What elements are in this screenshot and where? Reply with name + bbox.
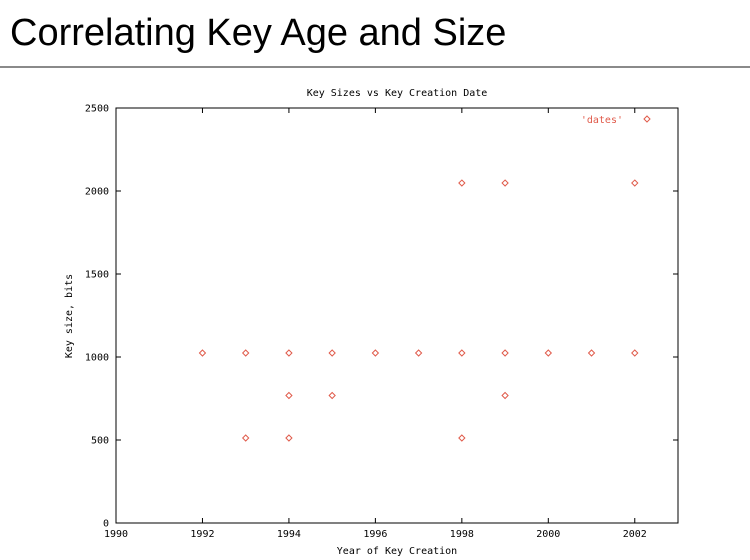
data-point xyxy=(544,349,553,357)
x-tick-label: 1990 xyxy=(104,529,128,540)
slide-title: Correlating Key Age and Size xyxy=(10,12,507,54)
data-point xyxy=(501,179,509,187)
x-axis-label: Year of Key Creation xyxy=(337,546,457,557)
data-point xyxy=(241,434,250,442)
y-tick-label: 500 xyxy=(91,436,109,447)
data-point xyxy=(285,391,293,400)
x-tick-label: 1996 xyxy=(363,529,387,540)
x-tick-label: 1992 xyxy=(190,529,214,540)
data-point xyxy=(414,349,423,357)
axis-ticks: 1990 1992 1994 1996 1998 2000 2002 0 500 1000 1500… xyxy=(85,104,678,540)
chart-title: Key Sizes vs Key Creation Date xyxy=(307,88,488,99)
x-tick-label: 1998 xyxy=(450,529,474,540)
data-point xyxy=(371,349,380,357)
legend-label: 'dates' xyxy=(581,115,623,126)
y-tick-label: 1000 xyxy=(85,353,109,364)
data-point xyxy=(458,434,466,442)
x-tick-label: 2002 xyxy=(623,529,647,540)
data-points xyxy=(198,179,639,442)
x-tick-label: 2000 xyxy=(536,529,560,540)
data-point xyxy=(501,391,509,400)
data-point xyxy=(631,179,639,187)
title-divider xyxy=(0,66,750,68)
data-point xyxy=(285,434,293,442)
data-point xyxy=(587,349,596,357)
y-tick-label: 2500 xyxy=(85,104,109,115)
data-point xyxy=(328,349,336,357)
data-point xyxy=(458,179,466,187)
y-tick-label: 2000 xyxy=(85,187,109,198)
data-point xyxy=(285,349,293,357)
plot-frame xyxy=(115,107,679,524)
data-point xyxy=(198,349,207,357)
data-point xyxy=(501,349,509,357)
y-tick-label: 1500 xyxy=(85,270,109,281)
legend-marker xyxy=(643,115,651,123)
x-tick-label: 1994 xyxy=(277,529,301,540)
y-axis-label: Key size, bits xyxy=(64,274,75,358)
data-point xyxy=(241,349,250,357)
data-point xyxy=(631,349,639,357)
y-tick-label: 0 xyxy=(103,519,109,530)
data-point xyxy=(328,391,336,400)
data-point xyxy=(458,349,466,357)
